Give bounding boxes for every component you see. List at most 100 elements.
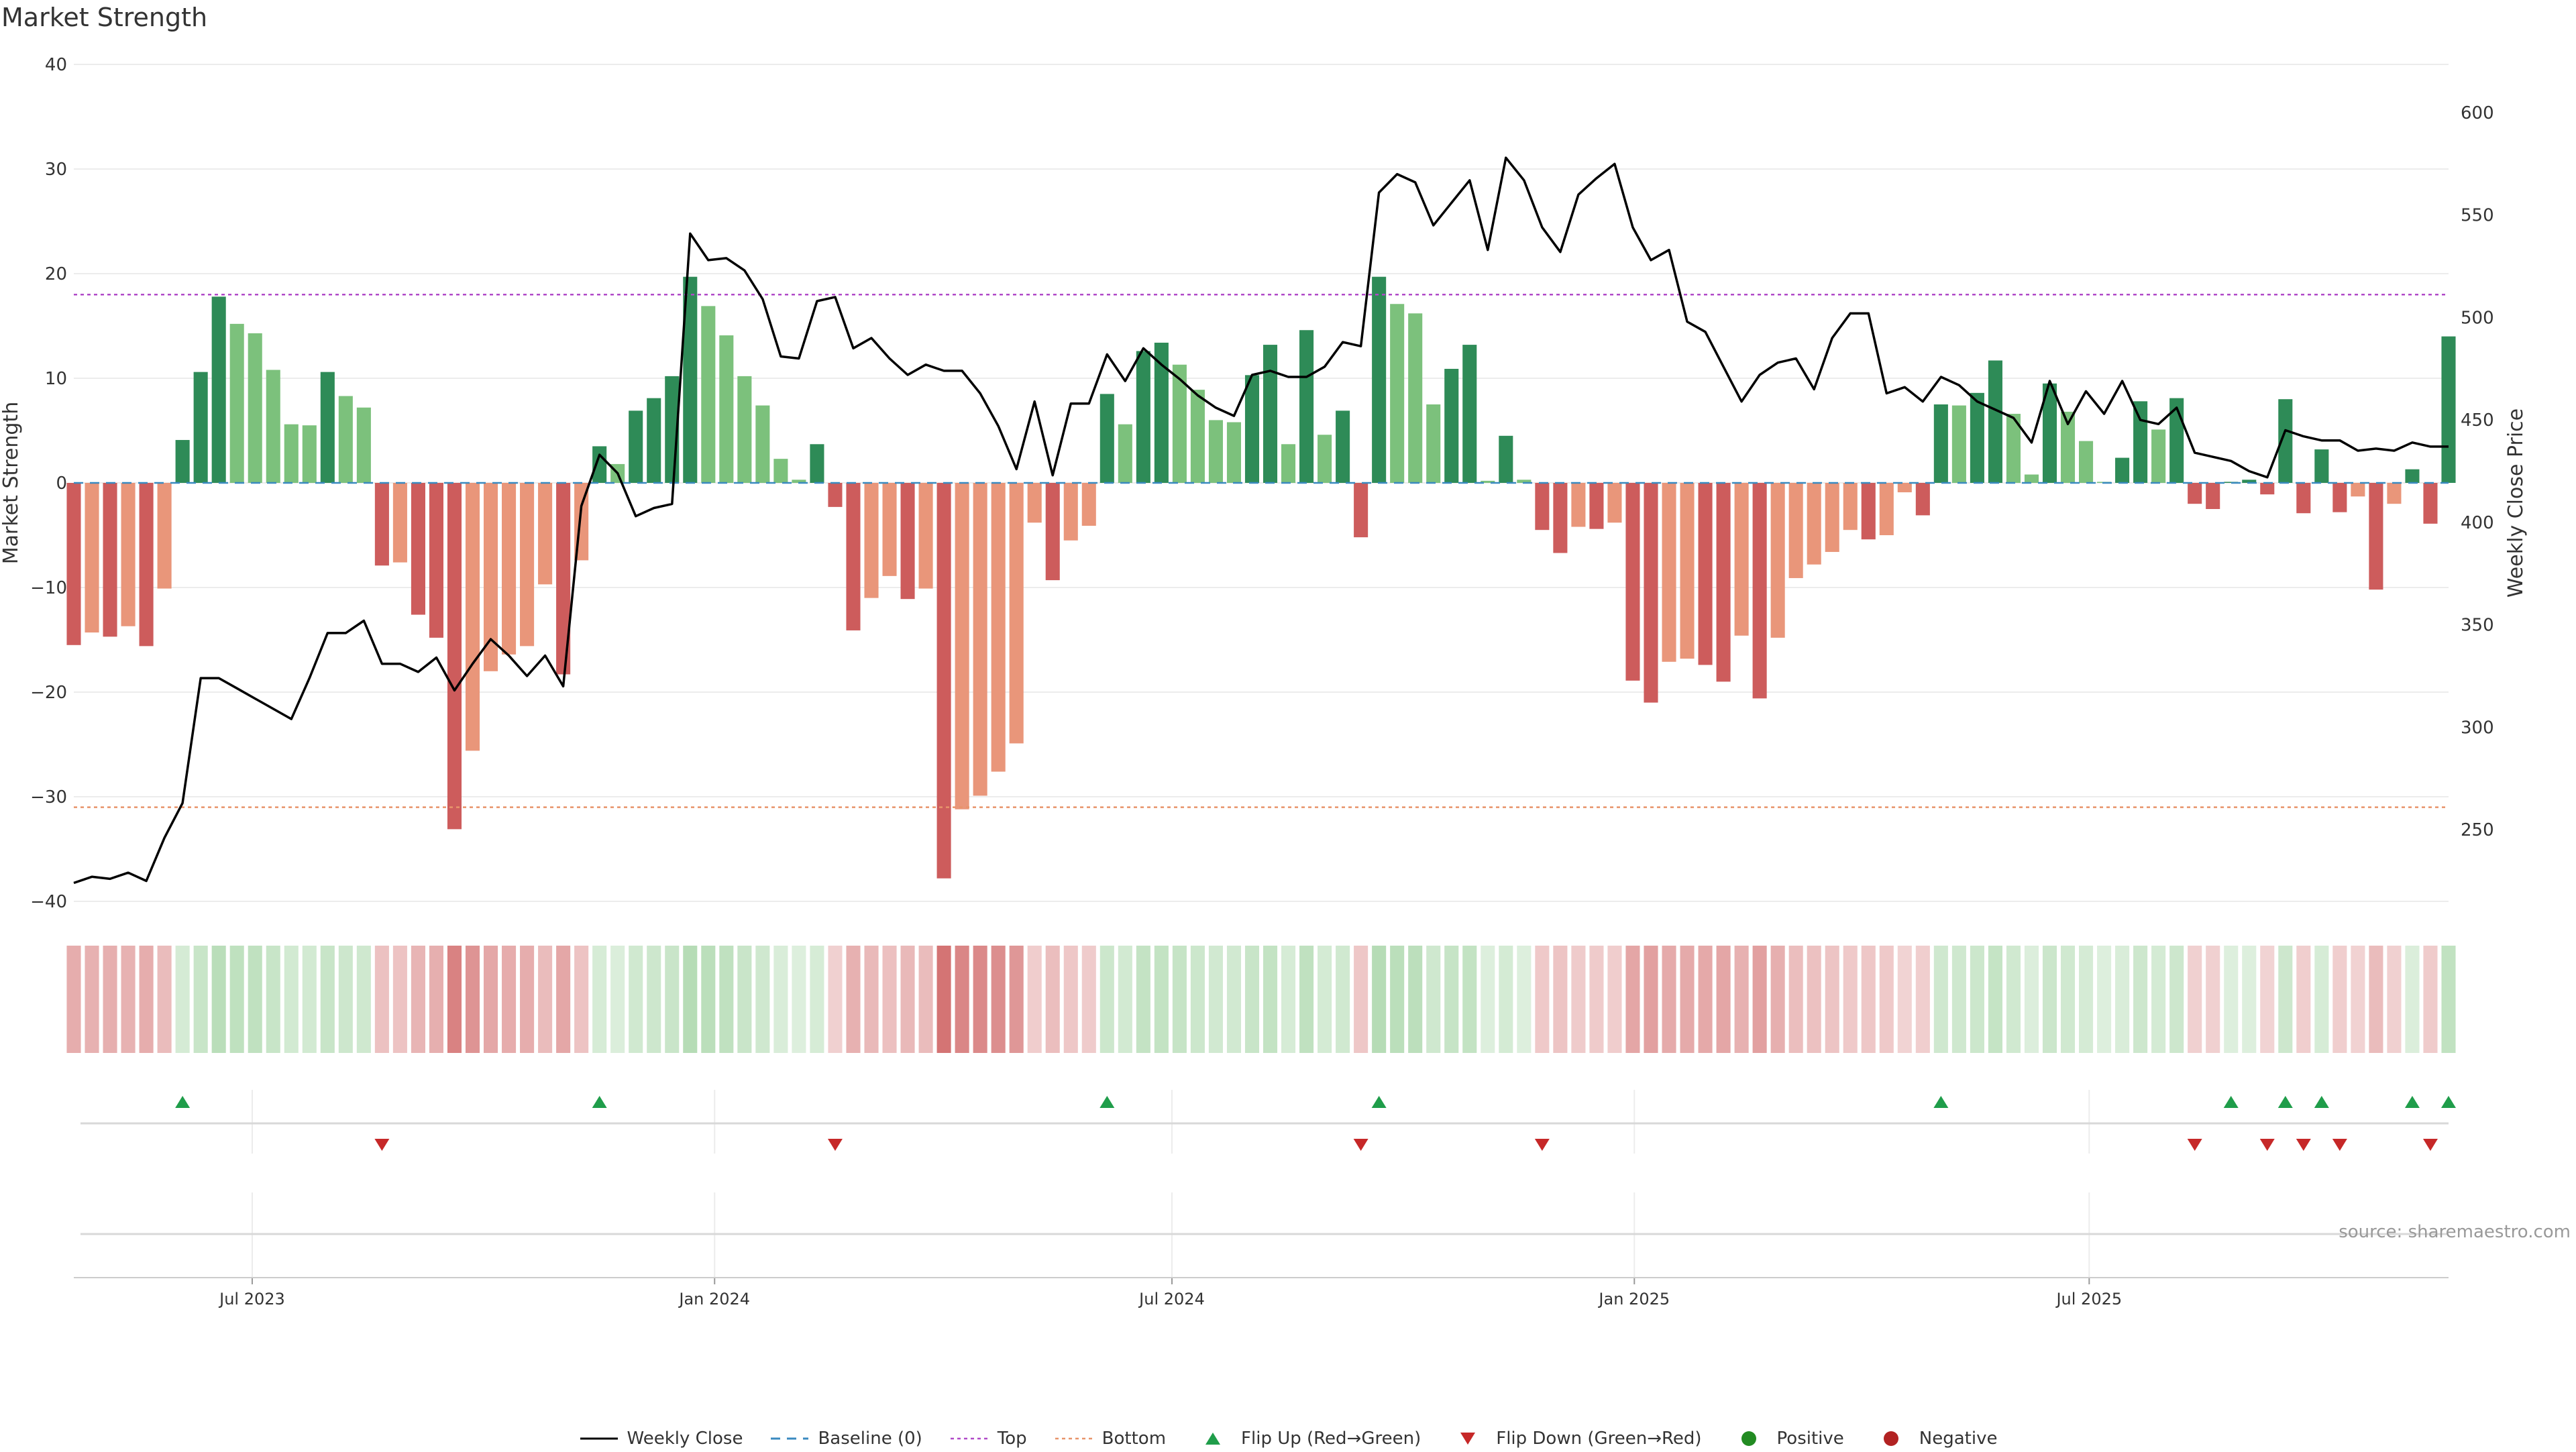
heat-cell (1136, 946, 1150, 1053)
strength-bar (1263, 345, 1278, 483)
flip-down-marker (2422, 1139, 2438, 1151)
y-tick-label: 10 (45, 369, 67, 389)
strength-bar (2387, 483, 2402, 504)
strength-bar (374, 483, 389, 566)
heat-cell (1571, 946, 1586, 1053)
heat-cell (1625, 946, 1640, 1053)
strength-bar (1951, 405, 1966, 483)
heat-cell (320, 946, 335, 1053)
heat-cell (1825, 946, 1839, 1053)
flip-down-marker (1353, 1139, 1368, 1151)
strength-bar (2060, 411, 2076, 483)
strength-bar (1118, 424, 1132, 483)
legend-label-line: Weekly Close (627, 1429, 743, 1449)
flip-up-marker (2277, 1096, 2293, 1108)
strength-bar (1299, 330, 1314, 483)
strength-bar (719, 335, 734, 483)
strength-bar (2242, 480, 2257, 483)
strength-bar (683, 276, 698, 483)
heat-cell (991, 946, 1006, 1053)
strength-bar (936, 483, 951, 879)
heat-cell (2060, 946, 2076, 1053)
strength-bar (1136, 351, 1150, 483)
heat-cell (103, 946, 117, 1053)
strength-bar (66, 483, 81, 645)
legend-swatch-line (580, 1437, 618, 1440)
y-tick-label: −30 (30, 787, 67, 807)
strength-bar (121, 483, 136, 626)
heat-cell (1045, 946, 1060, 1053)
strength-bar (157, 483, 172, 589)
strength-bar (1644, 483, 1658, 703)
legend-swatch-flip_down (1460, 1433, 1476, 1445)
flip-down-marker (827, 1139, 843, 1151)
legend-label-flip_down: Flip Down (Green→Red) (1496, 1429, 1702, 1449)
heat-cell (85, 946, 99, 1053)
source-note: source: sharemaestro.com (2339, 1222, 2571, 1242)
heat-cell (520, 946, 535, 1053)
y2-tick-label: 550 (2461, 206, 2494, 226)
heat-cell (1354, 946, 1368, 1053)
heat-cell (1716, 946, 1731, 1053)
strength-bar (320, 372, 335, 483)
strength-bar (1172, 364, 1187, 483)
strength-bar (2441, 336, 2456, 483)
heat-cell (2006, 946, 2021, 1053)
heat-cell (338, 946, 353, 1053)
heat-cell (356, 946, 371, 1053)
strength-bar (1426, 404, 1441, 483)
heat-cell (1172, 946, 1187, 1053)
heat-cell (2260, 946, 2275, 1053)
strength-bar (755, 405, 770, 483)
heat-cell (1535, 946, 1550, 1053)
heat-cell (538, 946, 553, 1053)
strength-bar (1045, 483, 1060, 581)
heat-cell (592, 946, 607, 1053)
legend-item-line: Weekly Close (579, 1429, 743, 1449)
legend-item-negative: Negative (1871, 1429, 1997, 1449)
strength-bar (1390, 304, 1405, 483)
strength-bar (1698, 483, 1713, 665)
heat-cell (2188, 946, 2202, 1053)
strength-bar (1716, 483, 1731, 682)
heat-cell (2387, 946, 2402, 1053)
heat-cell (1408, 946, 1423, 1053)
strength-bar (1897, 483, 1912, 493)
legend-item-flip_up: Flip Up (Red→Green) (1193, 1429, 1421, 1449)
heat-cell (647, 946, 661, 1053)
legend: Weekly Close Baseline (0) Top Bottom Flip Up… (0, 1425, 2576, 1452)
heat-cell (683, 946, 698, 1053)
legend-item-positive: Positive (1729, 1429, 1844, 1449)
strength-bar (2369, 483, 2383, 590)
strength-bar (556, 483, 571, 675)
strength-bar (1027, 483, 1042, 523)
strength-bar (2079, 441, 2094, 483)
heat-cell (737, 946, 752, 1053)
strength-bar (2260, 483, 2275, 495)
heat-cell (1607, 946, 1622, 1053)
heat-cell (1788, 946, 1803, 1053)
heat-cell (755, 946, 770, 1053)
strength-bar (810, 444, 824, 483)
strength-bar (229, 323, 244, 483)
heat-cell (1662, 946, 1676, 1053)
heat-cell (1897, 946, 1912, 1053)
heat-cell (1861, 946, 1876, 1053)
strength-bar (2278, 399, 2293, 483)
strength-bar (175, 440, 190, 483)
heat-cell (2351, 946, 2365, 1053)
strength-bar (1589, 483, 1604, 529)
heat-cell (574, 946, 589, 1053)
heat-cell (121, 946, 136, 1053)
strength-bar (2224, 482, 2239, 483)
heat-cell (302, 946, 317, 1053)
strength-bar (248, 333, 262, 483)
heat-cell (955, 946, 969, 1053)
x-tick-label: Jul 2024 (1138, 1290, 1205, 1308)
y2-tick-label: 350 (2461, 616, 2494, 636)
y2-tick-label: 450 (2461, 410, 2494, 431)
heat-cell (773, 946, 788, 1053)
legend-label-bottom: Bottom (1102, 1429, 1167, 1449)
